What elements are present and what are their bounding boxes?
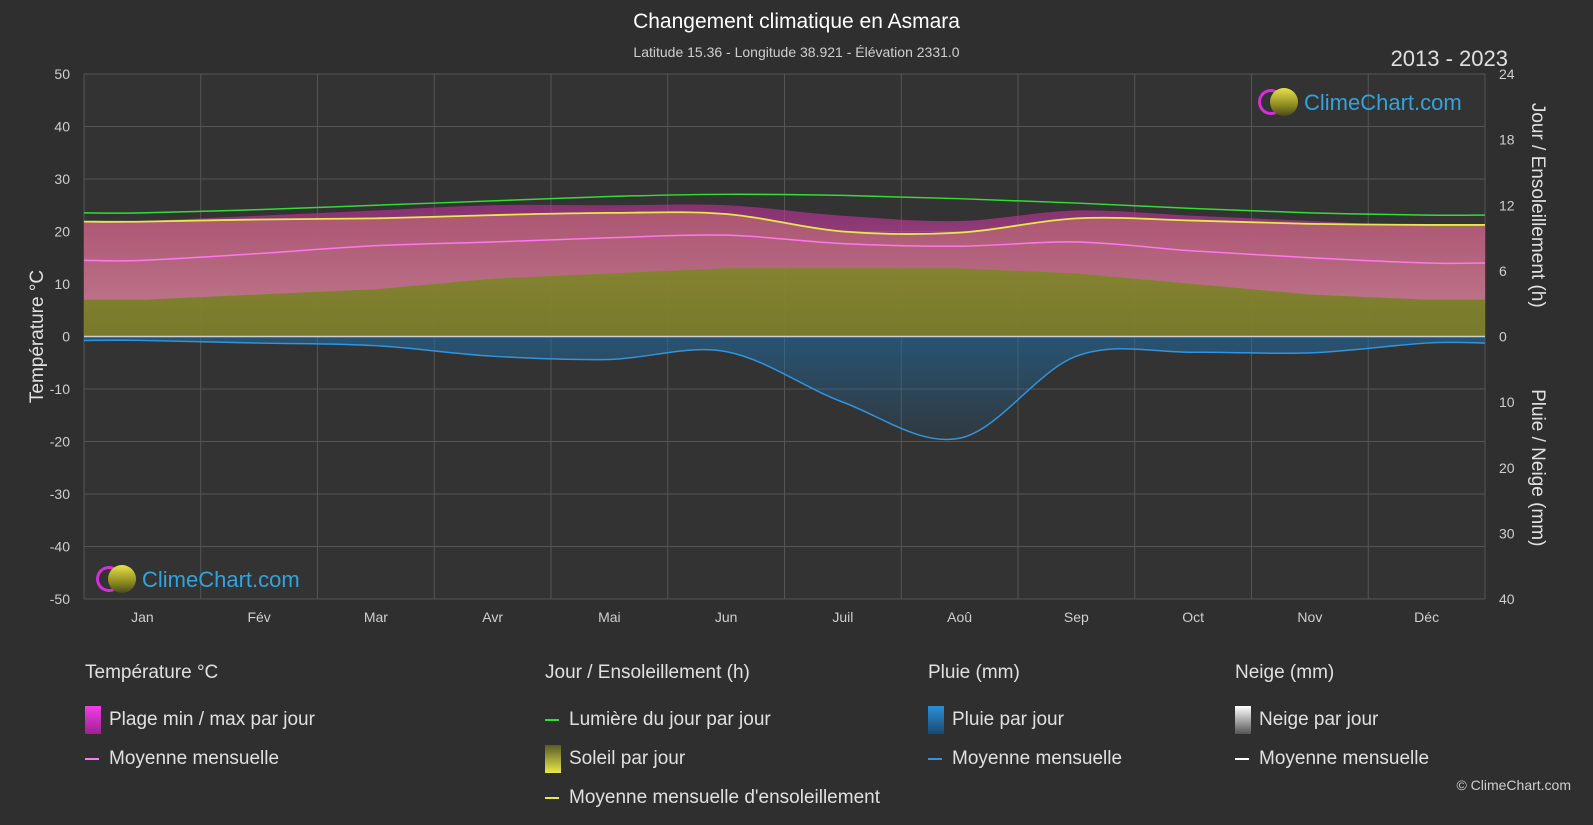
snow-swatch bbox=[1235, 705, 1251, 734]
y-right-bottom-tick-10: 10 bbox=[1499, 394, 1515, 410]
temp-range-band bbox=[84, 204, 1485, 300]
logo-top[interactable]: ClimeChart.com bbox=[1258, 88, 1462, 118]
legend-rain-daily: Pluie par jour bbox=[928, 700, 1122, 739]
y-right-top-tick-18: 18 bbox=[1499, 132, 1515, 148]
y-right-top-tick-6: 6 bbox=[1499, 263, 1507, 279]
legend-sun: Jour / Ensoleillement (h) Lumière du jou… bbox=[545, 662, 880, 817]
x-tick-8: Sep bbox=[1064, 609, 1089, 625]
rain-mean-line bbox=[83, 339, 1486, 441]
y-left-tick-0: 0 bbox=[62, 329, 70, 345]
copyright: © ClimeChart.com bbox=[1456, 777, 1571, 793]
y-right-bottom-tick-40: 40 bbox=[1499, 591, 1515, 607]
rain-band bbox=[84, 336, 1485, 440]
legend-sunshine: Soleil par jour bbox=[545, 739, 880, 778]
legend: Température °C Plage min / max par jour … bbox=[0, 662, 1593, 822]
axes: 50 40 30 20 10 0 -10 -20 -30 -40 -50 24 18 12 6 0 10 20 30… bbox=[27, 66, 1548, 625]
x-tick-0: Jan bbox=[131, 609, 154, 625]
legend-snow-label: Neige par jour bbox=[1259, 708, 1379, 730]
legend-rain-mean: Moyenne mensuelle bbox=[928, 739, 1122, 778]
y-right-top-tick-24: 24 bbox=[1499, 66, 1515, 82]
logo-bottom[interactable]: ClimeChart.com bbox=[96, 565, 300, 595]
sunshine-mean-line bbox=[83, 211, 1486, 235]
y-right-bottom-tick-30: 30 bbox=[1499, 525, 1515, 541]
year-range: 2013 - 2023 bbox=[1390, 46, 1508, 71]
x-tick-3: Avr bbox=[482, 609, 503, 625]
y-right-top-label: Jour / Ensoleillement (h) bbox=[1527, 103, 1548, 308]
sunshine-mean-swatch bbox=[545, 796, 559, 799]
x-tick-9: Oct bbox=[1182, 609, 1204, 625]
y-left-tick-50: 50 bbox=[54, 66, 70, 82]
y-left-tick--50: -50 bbox=[50, 591, 70, 607]
legend-snow: Neige (mm) Neige par jour Moyenne mensue… bbox=[1235, 662, 1429, 778]
legend-sunshine-mean: Moyenne mensuelle d'ensoleillement bbox=[545, 778, 880, 817]
x-tick-2: Mar bbox=[364, 609, 388, 625]
climechart-logo-icon bbox=[1258, 88, 1298, 118]
legend-snow-mean-label: Moyenne mensuelle bbox=[1259, 747, 1430, 769]
sunshine-swatch bbox=[545, 744, 561, 773]
logo-text: ClimeChart.com bbox=[1304, 90, 1462, 115]
x-tick-5: Jun bbox=[715, 609, 738, 625]
temp-mean-line bbox=[83, 234, 1486, 265]
legend-sunshine-label: Soleil par jour bbox=[569, 747, 686, 769]
y-left-tick-10: 10 bbox=[54, 276, 70, 292]
legend-snow-daily: Neige par jour bbox=[1235, 700, 1429, 739]
climechart-logo-icon bbox=[96, 565, 136, 595]
y-left-tick-40: 40 bbox=[54, 119, 70, 135]
legend-temp-mean-label: Moyenne mensuelle bbox=[109, 747, 280, 769]
x-tick-4: Mai bbox=[598, 609, 621, 625]
x-tick-1: Fév bbox=[247, 609, 270, 625]
legend-temp-range: Plage min / max par jour bbox=[85, 700, 315, 739]
y-left-tick-30: 30 bbox=[54, 171, 70, 187]
legend-temperature: Température °C Plage min / max par jour … bbox=[85, 662, 315, 778]
legend-temp-mean: Moyenne mensuelle bbox=[85, 739, 315, 778]
y-left-tick--10: -10 bbox=[50, 381, 70, 397]
legend-snow-title: Neige (mm) bbox=[1235, 662, 1335, 683]
legend-rain-mean-label: Moyenne mensuelle bbox=[952, 747, 1123, 769]
y-right-bottom-tick-20: 20 bbox=[1499, 460, 1515, 476]
legend-rain-title: Pluie (mm) bbox=[928, 662, 1020, 683]
x-tick-10: Nov bbox=[1297, 609, 1322, 625]
x-tick-11: Déc bbox=[1414, 609, 1439, 625]
y-right-top-tick-0: 0 bbox=[1499, 329, 1507, 345]
chart-title: Changement climatique en Asmara bbox=[633, 10, 960, 33]
y-left-tick--40: -40 bbox=[50, 539, 70, 555]
temp-mean-swatch bbox=[85, 757, 99, 760]
y-left-tick-20: 20 bbox=[54, 224, 70, 240]
temp-range-swatch bbox=[85, 705, 101, 734]
legend-daylight-label: Lumière du jour par jour bbox=[569, 708, 771, 730]
legend-temperature-title: Température °C bbox=[85, 662, 219, 683]
x-tick-7: Aoû bbox=[947, 609, 972, 625]
snow-mean-swatch bbox=[1235, 757, 1249, 760]
legend-snow-mean: Moyenne mensuelle bbox=[1235, 739, 1429, 778]
y-right-bottom-label: Pluie / Neige (mm) bbox=[1527, 389, 1548, 546]
daylight-line bbox=[83, 193, 1486, 217]
x-tick-6: Juil bbox=[832, 609, 853, 625]
y-left-label: Température °C bbox=[27, 270, 48, 403]
series-lines bbox=[83, 193, 1486, 441]
y-left-tick--30: -30 bbox=[50, 486, 70, 502]
rain-mean-swatch bbox=[928, 757, 942, 760]
legend-daylight: Lumière du jour par jour bbox=[545, 700, 880, 739]
y-right-top-tick-12: 12 bbox=[1499, 197, 1515, 213]
y-left-tick--20: -20 bbox=[50, 434, 70, 450]
rain-swatch bbox=[928, 705, 944, 734]
legend-sunshine-mean-label: Moyenne mensuelle d'ensoleillement bbox=[569, 786, 880, 808]
logo-text: ClimeChart.com bbox=[142, 567, 300, 592]
legend-sun-title: Jour / Ensoleillement (h) bbox=[545, 662, 750, 683]
chart-subtitle: Latitude 15.36 - Longitude 38.921 - Élév… bbox=[633, 44, 960, 60]
legend-rain-label: Pluie par jour bbox=[952, 708, 1064, 730]
daylight-swatch bbox=[545, 718, 559, 721]
legend-rain: Pluie (mm) Pluie par jour Moyenne mensue… bbox=[928, 662, 1122, 778]
legend-temp-range-label: Plage min / max par jour bbox=[109, 708, 315, 730]
